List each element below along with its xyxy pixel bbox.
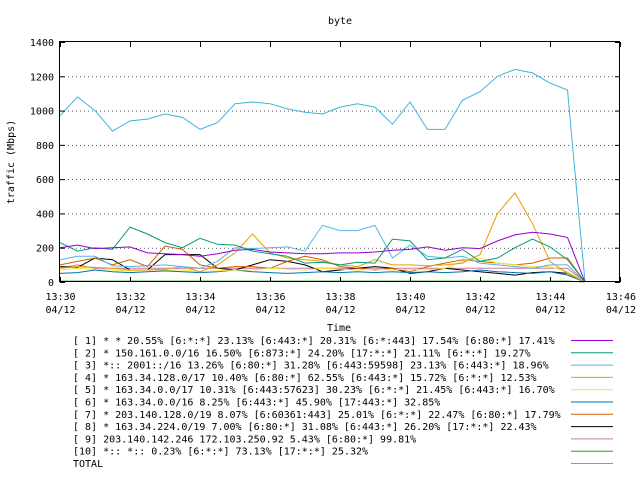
series-layer [59,68,586,283]
x-tick-label-date: 04/12 [325,305,355,316]
x-tick-label-date: 04/12 [255,305,285,316]
legend-label: [10] *:: *:: 0.23% [6:*:*] 73.13% [17:*:… [73,447,368,458]
x-tick-label-date: 04/12 [185,305,215,316]
legend-label: [ 5] * 163.34.0.0/17 10.31% [6:443:57623… [73,385,555,396]
x-tick-label-time: 13:36 [255,292,285,303]
series-line [59,269,586,283]
x-tick-label-time: 13:44 [535,292,565,303]
x-tick-label-date: 04/12 [45,305,75,316]
chart-title: byte [328,16,352,27]
y-tick-label: 1400 [30,38,54,49]
x-tick-label-time: 13:46 [606,292,636,303]
x-tick-label-time: 13:42 [465,292,495,303]
x-tick-label-date: 04/12 [115,305,145,316]
x-axis-ticks: 13:30 04/12 13:32 04/12 13:34 04/12 13:36 04/12… [45,42,636,316]
y-tick-label: 600 [36,175,54,186]
series-line [59,226,586,283]
x-tick-label-time: 13:38 [325,292,355,303]
x-tick-label-date: 04/12 [395,305,425,316]
legend: [ 1] * * 20.55% [6:*:*] 23.13% [6:443:*]… [73,336,613,470]
legend-label: [ 1] * * 20.55% [6:*:*] 23.13% [6:443:*]… [73,336,555,347]
legend-label: TOTAL [73,459,103,470]
legend-label: [ 3] *:: 2001::/16 13.26% [6:80:*] 31.28… [73,361,549,372]
x-tick-label-time: 13:32 [115,292,145,303]
legend-label: [ 9] 203.140.142.246 172.103.250.92 5.43… [73,434,416,445]
grid [60,76,620,249]
x-tick-label-time: 13:30 [45,292,75,303]
legend-label: [ 7] * 203.140.128.0/19 8.07% [6:60361:4… [73,410,561,421]
y-tick-label: 400 [36,209,54,220]
legend-label: [ 2] * 150.161.0.0/16 16.50% [6:873:*] 2… [73,348,531,359]
y-tick-label: 1200 [30,72,54,83]
y-axis-ticks: 0 200 400 600 800 1000 1200 1400 [30,38,620,289]
y-tick-label: 1000 [30,107,54,118]
y-axis-label: traffic (Mbps) [6,120,17,204]
y-tick-label: 800 [36,141,54,152]
plot-frame [59,41,620,282]
legend-label: [ 6] * 163.34.0.0/16 8.25% [6:443:*] 45.… [73,398,440,409]
x-tick-label-date: 04/12 [606,305,636,316]
series-line [59,231,586,283]
x-tick-label-date: 04/12 [465,305,495,316]
x-axis-label: Time [327,323,351,334]
series-line [59,192,586,283]
series-line [59,68,586,283]
legend-label: [ 4] * 163.34.128.0/17 10.40% [6:80:*] 6… [73,373,537,384]
y-tick-label: 200 [36,244,54,255]
y-tick-label: 0 [48,278,54,289]
x-tick-label-time: 13:40 [395,292,425,303]
series-line [59,264,586,283]
series-line [59,224,586,283]
legend-label: [ 8] * 163.34.224.0/19 7.00% [6:80:*] 31… [73,422,537,433]
x-tick-label-date: 04/12 [535,305,565,316]
x-tick-label-time: 13:34 [185,292,215,303]
